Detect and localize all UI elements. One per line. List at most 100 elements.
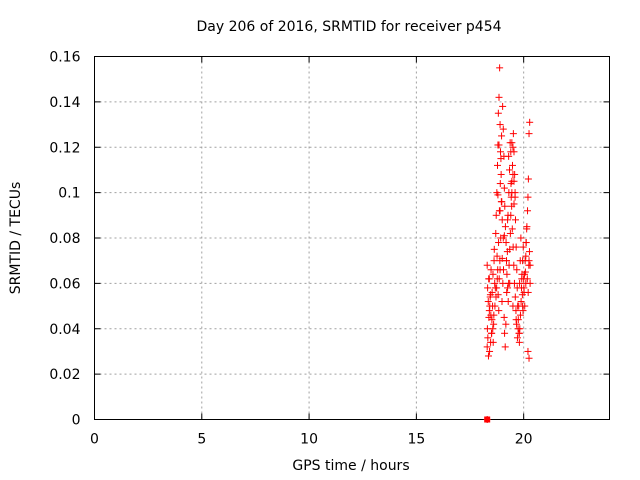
- data-point: [493, 161, 501, 169]
- data-point: [503, 270, 511, 278]
- data-point: [497, 198, 505, 206]
- x-tick-label: 20: [515, 432, 533, 448]
- data-point: [519, 302, 527, 310]
- data-point: [525, 130, 533, 138]
- data-point: [489, 270, 497, 278]
- data-point: [520, 284, 528, 292]
- data-point: [489, 325, 497, 333]
- data-point: [484, 284, 492, 292]
- x-tick-label: 15: [407, 432, 425, 448]
- data-point: [496, 121, 504, 129]
- data-point: [511, 293, 519, 301]
- data-point: [501, 223, 509, 231]
- data-point: [509, 243, 517, 251]
- data-point: [484, 334, 492, 342]
- data-point: [488, 288, 496, 296]
- data-point: [506, 229, 514, 237]
- data-point: [507, 148, 515, 156]
- data-point: [523, 275, 531, 283]
- data-point: [499, 125, 507, 133]
- data-point: [510, 177, 518, 185]
- data-point: [491, 279, 499, 287]
- y-tick-label: 0.14: [49, 95, 80, 111]
- data-point: [492, 229, 500, 237]
- data-point: [492, 293, 500, 301]
- data-point: [496, 148, 504, 156]
- data-point: [495, 93, 503, 101]
- data-point: [498, 298, 506, 306]
- data-point: [495, 307, 503, 315]
- data-point: [512, 216, 520, 224]
- data-point: [483, 343, 491, 351]
- data-point: [510, 261, 518, 269]
- y-tick-label: 0.02: [49, 367, 80, 383]
- data-point: [501, 343, 509, 351]
- data-point: [484, 352, 492, 360]
- data-point: [501, 329, 509, 337]
- data-point: [510, 200, 518, 208]
- data-point: [493, 284, 501, 292]
- data-point: [509, 161, 517, 169]
- data-point: [506, 166, 514, 174]
- data-point: [521, 270, 529, 278]
- data-point: [504, 298, 512, 306]
- y-tick-label: 0: [72, 413, 81, 429]
- data-point: [503, 257, 510, 265]
- data-point: [495, 239, 503, 247]
- data-point: [503, 248, 511, 256]
- data-point: [515, 338, 523, 346]
- data-point: [493, 252, 501, 260]
- data-point: [500, 184, 508, 192]
- data-point: [525, 257, 533, 265]
- data-point: [525, 354, 533, 362]
- data-point: [508, 189, 516, 197]
- y-tick-label: 0.08: [49, 231, 80, 247]
- data-point: [522, 252, 530, 260]
- data-point: [512, 316, 520, 324]
- data-point: [488, 329, 496, 337]
- data-point: [523, 225, 531, 233]
- data-point: [490, 311, 498, 319]
- data-point: [519, 243, 527, 251]
- data-point: [504, 216, 512, 224]
- data-point: [496, 207, 504, 215]
- y-tick-label: 0.12: [49, 140, 80, 156]
- points-layer: [483, 64, 534, 423]
- data-point: [526, 118, 534, 126]
- data-point: [487, 266, 495, 274]
- data-point: [486, 347, 494, 355]
- data-point: [488, 316, 496, 324]
- data-point: [514, 325, 522, 333]
- data-point: [522, 239, 530, 247]
- data-point: [499, 279, 507, 287]
- data-point: [494, 109, 502, 117]
- data-point: [494, 191, 502, 199]
- data-point: [498, 254, 506, 262]
- data-point: [500, 232, 508, 240]
- data-point: [484, 298, 492, 306]
- data-point: [499, 102, 507, 110]
- data-point: [526, 279, 534, 287]
- data-point: [518, 291, 526, 299]
- data-point: [490, 245, 498, 253]
- data-point: [505, 152, 513, 160]
- data-point: [491, 302, 499, 310]
- data-point: [509, 143, 517, 151]
- data-point: [525, 248, 533, 256]
- data-point: [524, 193, 532, 201]
- data-point: [515, 329, 523, 337]
- data-point: [524, 288, 532, 296]
- data-point: [524, 207, 532, 215]
- data-point: [501, 202, 509, 210]
- y-tick-label: 0.04: [49, 322, 80, 338]
- data-point: [512, 307, 520, 315]
- data-point: [504, 284, 512, 292]
- data-point: [493, 275, 501, 283]
- data-point: [496, 64, 504, 72]
- y-tick-label: 0.06: [49, 276, 80, 292]
- data-point: [524, 175, 532, 183]
- data-point: [508, 139, 516, 147]
- data-point: [502, 320, 510, 328]
- x-axis-label: GPS time / hours: [292, 458, 409, 474]
